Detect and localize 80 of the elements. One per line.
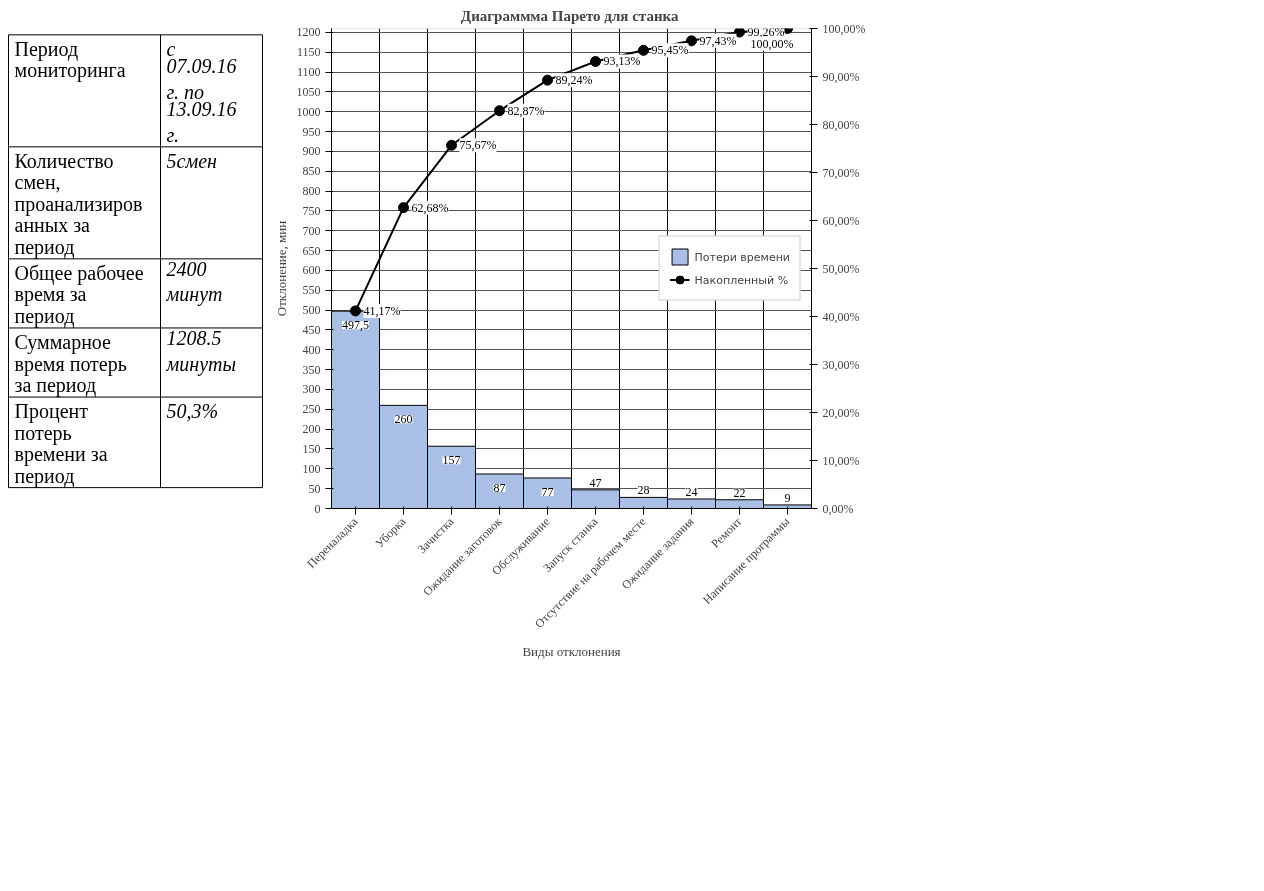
y-tick-label: 800: [302, 184, 321, 199]
y-tick-label: 550: [302, 283, 321, 298]
y-tick-label: 600: [302, 263, 321, 278]
y-tick-label: 100: [302, 461, 321, 476]
data-label: 62,68%: [411, 200, 449, 215]
data-label: 93,13%: [603, 54, 641, 69]
data-label: 97,43%: [699, 33, 737, 48]
point: [398, 202, 409, 214]
y2-tick-label: 40,00%: [822, 309, 860, 324]
data-label: 95,45%: [651, 43, 689, 58]
point: [638, 44, 649, 56]
data-label: 157: [442, 453, 461, 468]
y-tick-label: 1000: [296, 104, 321, 119]
data-label: 22: [733, 485, 746, 500]
data-label: 41,17%: [363, 303, 401, 318]
text: Период мониторинга: [14, 38, 126, 83]
y-tick-label: 200: [302, 422, 321, 437]
y-tick-label: 400: [302, 342, 321, 357]
text: Суммарное время потерь за период: [14, 331, 127, 398]
y2-tick-label: 0,00%: [822, 501, 854, 516]
y2-tick-label: 90,00%: [822, 69, 860, 84]
text: Процент потерь времени за период: [14, 400, 108, 488]
data-label: 75,67%: [459, 138, 497, 153]
data-label: 99,26%: [747, 25, 785, 40]
y-tick-label: 900: [302, 144, 321, 159]
y-tick-label: 450: [302, 322, 321, 337]
y2-tick-label: 60,00%: [822, 213, 860, 228]
data-label: 9: [784, 490, 791, 505]
y-tick-label: 500: [302, 303, 321, 318]
legend-label: Потери времени: [694, 250, 790, 263]
y-tick-label: 1150: [296, 45, 321, 60]
text: с 07.09.16 г. по 13.09.16 г.: [166, 38, 237, 146]
y-tick-label: 650: [302, 243, 321, 258]
y-tick-label: 1200: [296, 25, 321, 40]
x-axis-title: Виды отклонения: [522, 643, 621, 659]
data-label: 87: [493, 480, 506, 495]
point: [494, 105, 505, 117]
point: [350, 305, 361, 317]
y-tick-label: 300: [302, 382, 321, 397]
point: [446, 139, 457, 151]
y-axis-title: Отклонение, мин: [273, 220, 289, 317]
y-tick-label: 150: [302, 442, 321, 456]
data-label: 24: [685, 484, 698, 499]
data-label: 497,5: [342, 318, 369, 333]
point: [734, 28, 745, 38]
y2-tick-label: 30,00%: [822, 357, 860, 372]
data-label: 82,87%: [507, 103, 545, 118]
chart-title: Диаграммма Парето для станка: [460, 7, 679, 24]
y2-tick-label: 20,00%: [822, 405, 860, 420]
data-label: 77: [541, 484, 554, 499]
y2-tick-label: 10,00%: [822, 453, 860, 468]
y2-tick-label: 50,00%: [822, 261, 860, 276]
y-tick-label: 1050: [296, 84, 321, 99]
y-tick-label: 50: [308, 481, 321, 496]
y-tick-label: 250: [302, 402, 321, 417]
data-label: 28: [637, 483, 650, 498]
point: [542, 74, 553, 86]
y-tick-label: 850: [302, 164, 321, 179]
text: 50,3%: [166, 400, 219, 423]
y-tick-label: 1100: [296, 65, 321, 80]
y-tick-label: 350: [302, 362, 321, 377]
y-tick-label: 750: [302, 203, 321, 218]
text: Общее рабочее время за период: [14, 262, 144, 328]
y2-tick-label: 80,00%: [822, 117, 860, 132]
point: [686, 35, 697, 47]
y2-tick-label: 70,00%: [822, 165, 860, 180]
y-tick-label: 700: [302, 223, 321, 238]
text: Количество смен, проанализированных за период: [14, 150, 143, 259]
data-label: 89,24%: [555, 73, 593, 88]
text: 5смен: [166, 150, 218, 173]
data-label: 47: [589, 475, 602, 490]
text: 1208.5 минуты: [165, 327, 237, 376]
data-label: 260: [394, 412, 413, 427]
y-tick-label: 0: [314, 501, 321, 516]
y2-tick-label: 100,00%: [822, 21, 866, 36]
y-tick-label: 950: [302, 124, 321, 139]
legend-label: Накопленный %: [694, 273, 789, 286]
data-label: 100,00%: [750, 36, 794, 51]
text: 2400 минут: [165, 258, 223, 307]
point: [590, 55, 601, 67]
